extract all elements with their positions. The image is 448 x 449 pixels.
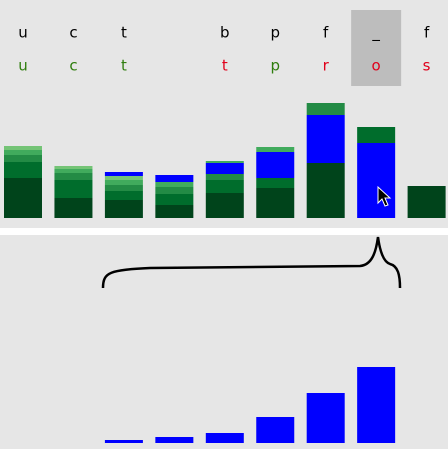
bar-segment: [357, 143, 396, 218]
bottom-label: p: [270, 57, 280, 75]
highlight: [351, 10, 402, 86]
detail-bar: [357, 367, 396, 443]
bar-segment: [256, 178, 295, 188]
top-label: t: [121, 24, 127, 42]
bar-segment: [104, 172, 143, 176]
top-label: c: [69, 24, 77, 42]
bottom-label: s: [423, 57, 431, 75]
bar-segment: [54, 169, 93, 173]
bar-segment: [205, 193, 244, 218]
bottom-label: u: [18, 57, 28, 75]
detail-bar: [205, 433, 244, 443]
bar-segment: [155, 205, 194, 218]
bar-segment: [407, 186, 446, 218]
bar-segment: [54, 198, 93, 218]
bar-segment: [104, 185, 143, 191]
bar-segment: [205, 180, 244, 193]
top-label: f: [424, 24, 430, 42]
bar-segment: [256, 147, 295, 152]
bar-segment: [357, 127, 396, 143]
bar-segment: [306, 163, 345, 218]
bottom-label: t: [121, 57, 127, 75]
bar-segment: [205, 174, 244, 180]
brace: [101, 236, 402, 289]
detail-bar: [256, 417, 295, 443]
bar-segment: [205, 163, 244, 174]
top-label: u: [18, 24, 28, 42]
detail-bar: [155, 437, 194, 443]
bar-segment: [104, 180, 143, 185]
bar-segment: [155, 194, 194, 205]
bar-segment: [4, 162, 42, 178]
bar-segment: [54, 180, 93, 198]
separator: [0, 228, 448, 235]
bottom-label: t: [222, 57, 228, 75]
top-label: b: [220, 24, 230, 42]
bar-segment: [256, 188, 295, 218]
bar-segment: [104, 191, 143, 200]
bar-segment: [54, 166, 93, 169]
bar-segment: [306, 115, 345, 163]
bar-segment: [155, 182, 194, 187]
cursor: [377, 185, 392, 207]
bar-segment: [54, 173, 93, 180]
bottom-label: o: [372, 57, 381, 75]
bar-segment: [256, 152, 295, 178]
top-label: _: [371, 24, 380, 43]
bar-segment: [104, 200, 143, 218]
bar-segment: [155, 175, 194, 182]
bar-segment: [4, 150, 42, 155]
bar-segment: [205, 161, 244, 163]
bar-segment: [104, 176, 143, 180]
bar-segment: [155, 187, 194, 194]
detail-bar: [104, 440, 143, 443]
bar-segment: [4, 146, 42, 150]
bar-segment: [4, 155, 42, 162]
top-label: p: [270, 24, 280, 42]
detail-bar: [306, 393, 345, 443]
bar-segment: [4, 178, 42, 218]
bar-segment: [306, 103, 345, 115]
top-label: f: [323, 24, 329, 42]
bottom-label: r: [323, 57, 330, 75]
bottom-label: c: [69, 57, 77, 75]
